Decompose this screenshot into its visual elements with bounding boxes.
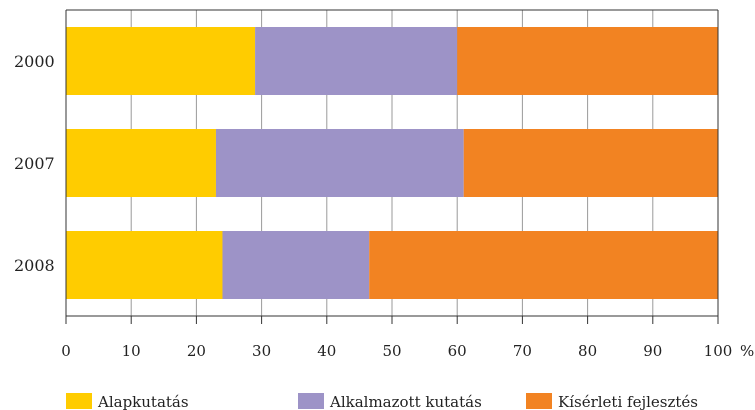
bar-2007-series-1 — [66, 129, 216, 197]
x-tick-label-80: 80 — [578, 342, 597, 360]
x-axis-unit: % — [740, 342, 754, 360]
legend-label-1: Alapkutatás — [97, 393, 189, 410]
legend-swatch-1 — [66, 393, 92, 409]
x-tick-label-100: 100 — [704, 342, 733, 360]
x-tick-label-30: 30 — [252, 342, 271, 360]
category-labels: 2000 2007 2008 — [14, 52, 55, 275]
bars — [66, 27, 718, 299]
x-tick-label-60: 60 — [448, 342, 467, 360]
category-label-2008: 2008 — [14, 256, 55, 275]
x-tick-label-20: 20 — [187, 342, 206, 360]
legend-label-2: Alkalmazott kutatás — [329, 393, 482, 410]
bar-2007-series-2 — [215, 129, 464, 197]
category-label-2007: 2007 — [14, 154, 55, 173]
legend-swatch-2 — [298, 393, 324, 409]
bar-2008-series-3 — [369, 231, 718, 299]
x-tick-label-70: 70 — [513, 342, 532, 360]
x-tick-label-50: 50 — [382, 342, 401, 360]
x-tick-label-40: 40 — [317, 342, 336, 360]
x-tick-label-0: 0 — [61, 342, 71, 360]
bar-2008-series-2 — [222, 231, 370, 299]
bar-2000-series-3 — [457, 27, 718, 95]
legend: Alapkutatás Alkalmazott kutatás Kísérleti … — [66, 393, 698, 410]
x-tick-label-10: 10 — [122, 342, 141, 360]
legend-label-3: Kísérleti fejlesztés — [558, 393, 698, 410]
x-tick-label-90: 90 — [643, 342, 662, 360]
category-label-2000: 2000 — [14, 52, 55, 71]
bar-2000-series-2 — [255, 27, 458, 95]
bar-2000-series-1 — [66, 27, 256, 95]
bar-2007-series-3 — [463, 129, 718, 197]
x-axis-ticks: 0 10 20 30 40 50 60 70 80 90 100 — [61, 316, 732, 360]
legend-swatch-3 — [526, 393, 552, 409]
bar-2008-series-1 — [66, 231, 223, 299]
